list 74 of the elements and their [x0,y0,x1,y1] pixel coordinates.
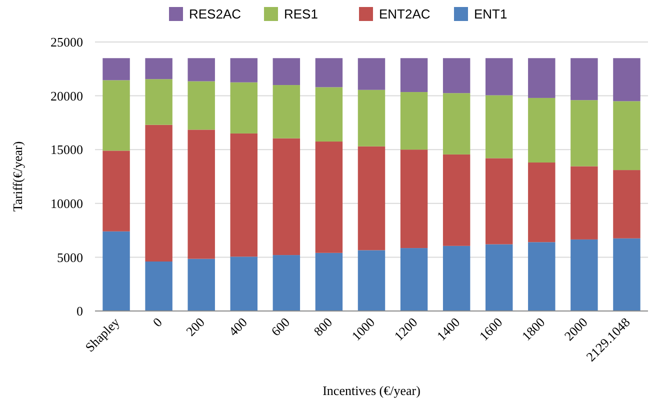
bar [400,248,428,311]
bar [102,58,130,80]
bar [442,58,470,94]
bar [570,239,598,311]
y-tick-label: 0 [76,304,83,319]
bar [358,90,386,146]
bar [528,98,556,163]
bar [486,158,513,244]
x-tick-label: 1600 [476,314,506,344]
bar [486,244,513,311]
x-tick-label: 1800 [518,314,548,344]
bar [102,150,130,232]
bar [315,58,343,88]
bar [613,58,640,102]
bar [272,138,300,256]
x-tick-label: 0 [150,314,165,330]
bar [442,93,470,154]
y-tick-label: 15000 [50,142,83,158]
legend-label: ENT1 [474,6,508,22]
legend-label: RES1 [284,6,318,22]
bar [145,124,172,262]
bar [188,258,215,311]
bar [315,87,343,142]
legend-label: RES2AC [189,6,242,22]
bar [358,146,386,250]
bar [613,101,640,170]
x-tick-label: 200 [183,314,208,339]
y-axis-title: Tariff(€/year) [10,141,25,212]
bar [230,82,258,134]
x-tick-label: 1000 [348,314,378,344]
bar [400,150,428,248]
bar [528,58,556,98]
y-tick-label: 10000 [50,196,83,211]
bar [613,238,640,311]
bar [230,133,258,257]
bar [315,142,343,253]
bar [230,58,258,82]
bar [188,58,215,82]
x-tick-label: 800 [310,314,336,339]
bar [188,81,215,130]
bar [400,58,428,92]
bar [188,130,215,259]
bar [230,256,258,311]
x-tick-label: 1400 [434,314,463,344]
legend-label: ENT2AC [379,6,430,22]
bar [272,255,300,311]
bar [486,58,513,96]
x-tick-label: 1200 [391,314,420,344]
bar [528,242,556,311]
bar [315,252,343,311]
bar [272,58,300,86]
y-tick-label: 20000 [50,88,83,104]
bar [358,58,386,90]
y-tick-label: 5000 [57,250,83,265]
x-axis-title: Incentives (€/year) [322,383,420,398]
bar [570,100,598,166]
x-tick-label: 600 [268,314,293,339]
bar [145,262,172,311]
bar [145,58,172,80]
y-tick-label: 25000 [50,34,83,50]
bar [570,58,598,100]
bar [442,246,470,311]
bar [570,166,598,240]
x-tick-label: 400 [226,314,250,339]
bar [613,170,640,238]
bar [442,154,470,246]
bar [358,250,386,311]
bar [400,92,428,150]
bar [528,162,556,242]
bar [102,231,130,311]
bar [486,95,513,158]
bar [145,79,172,125]
bar [102,80,130,151]
bar [272,85,300,138]
